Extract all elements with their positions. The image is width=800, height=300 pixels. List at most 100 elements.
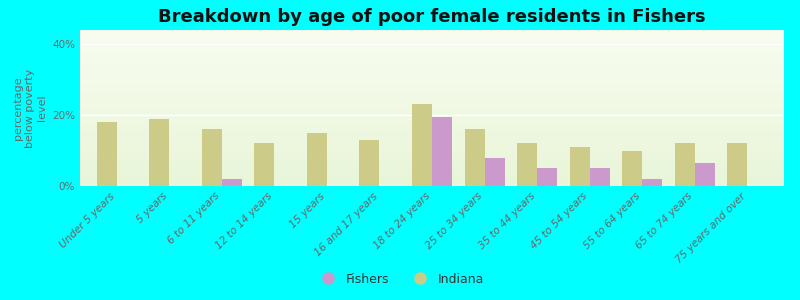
Bar [80,105,784,106]
Bar [80,92,784,94]
Bar [80,102,784,103]
Title: Breakdown by age of poor female residents in Fishers: Breakdown by age of poor female resident… [158,8,706,26]
Bar [80,139,784,141]
Bar [80,82,784,83]
Bar [80,56,784,58]
Bar [642,179,662,186]
Bar [80,167,784,169]
Bar [80,147,784,148]
Bar [80,113,784,114]
Bar [80,141,784,142]
Bar [80,170,784,172]
Bar [80,30,784,31]
Bar [80,116,784,117]
Bar [80,69,784,70]
Bar [80,70,784,72]
Bar [80,160,784,161]
Bar [150,118,170,186]
Bar [80,66,784,68]
Bar [80,91,784,92]
Bar [80,181,784,183]
Bar [80,86,784,88]
Bar [80,49,784,50]
Bar [80,38,784,39]
Bar [80,184,784,186]
Bar [80,180,784,181]
Bar [80,60,784,61]
Bar [80,155,784,156]
Bar [727,143,747,186]
Bar [80,108,784,110]
Bar [80,121,784,122]
Bar [80,32,784,33]
Bar [80,72,784,74]
Bar [202,129,222,186]
Bar [80,169,784,170]
Bar [80,64,784,66]
Bar [80,103,784,105]
Bar [80,114,784,116]
Bar [80,136,784,138]
Bar [590,168,610,186]
Bar [97,122,117,186]
Bar [517,143,537,186]
Bar [80,111,784,113]
Bar [80,110,784,111]
Bar [80,100,784,102]
Bar [80,144,784,146]
Bar [80,53,784,55]
Bar [485,158,505,186]
Bar [80,35,784,36]
Bar [80,55,784,56]
Bar [80,127,784,128]
Bar [80,148,784,150]
Bar [80,95,784,97]
Bar [80,166,784,167]
Bar [80,163,784,164]
Bar [80,146,784,147]
Bar [80,131,784,133]
Bar [80,152,784,153]
Bar [80,164,784,166]
Bar [80,83,784,85]
Y-axis label: percentage
below poverty
level: percentage below poverty level [14,68,46,148]
Bar [80,44,784,46]
Bar [80,122,784,124]
Bar [80,33,784,35]
Bar [80,130,784,131]
Bar [622,151,642,186]
Bar [694,163,714,186]
Bar [80,77,784,78]
Bar [80,39,784,41]
Bar [222,179,242,186]
Bar [80,94,784,95]
Bar [80,80,784,82]
Bar [465,129,485,186]
Bar [80,63,784,64]
Bar [80,124,784,125]
Bar [254,143,274,186]
Bar [80,153,784,155]
Bar [80,138,784,139]
Bar [80,158,784,160]
Bar [80,97,784,99]
Bar [80,156,784,158]
Legend: Fishers, Indiana: Fishers, Indiana [310,268,490,291]
Bar [80,85,784,86]
Bar [80,52,784,53]
Bar [80,183,784,184]
Bar [80,128,784,130]
Bar [80,119,784,121]
Bar [80,175,784,177]
Bar [359,140,379,186]
Bar [80,150,784,152]
Bar [80,142,784,144]
Bar [80,78,784,80]
Bar [80,173,784,175]
Bar [80,41,784,43]
Bar [80,172,784,173]
Bar [80,177,784,178]
Bar [80,47,784,49]
Bar [80,99,784,100]
Bar [80,134,784,136]
